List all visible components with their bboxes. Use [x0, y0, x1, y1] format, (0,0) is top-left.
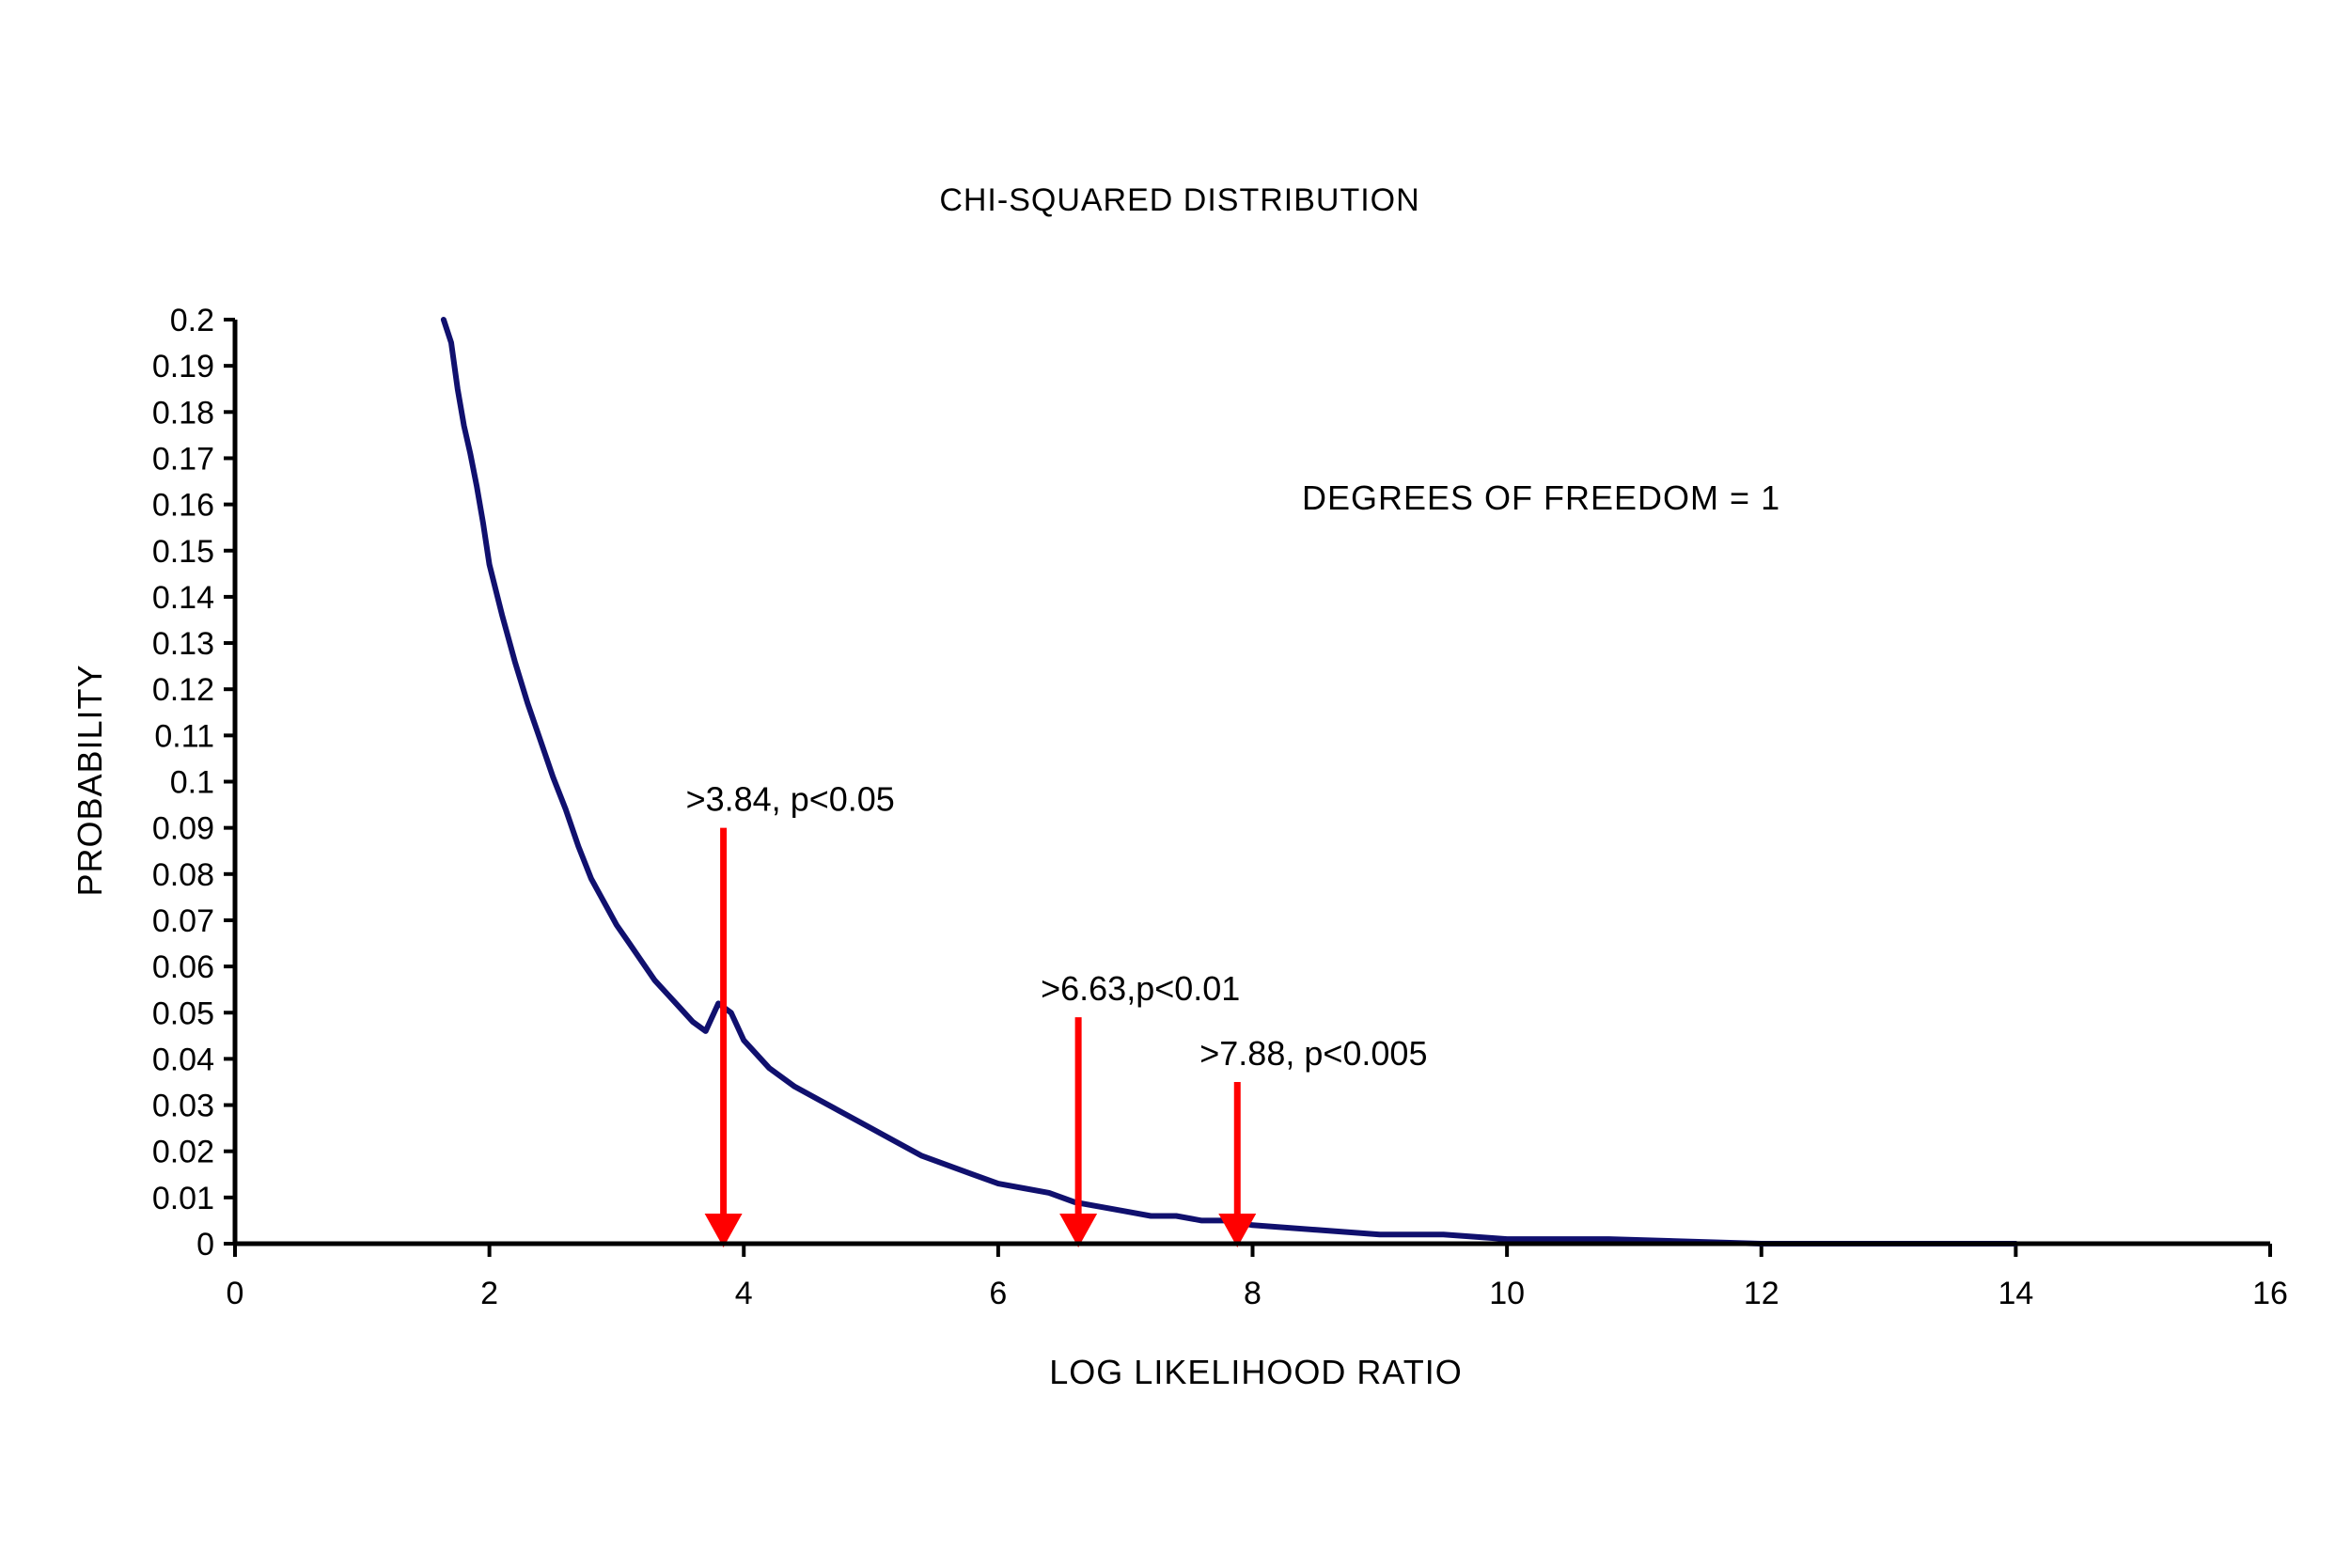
series-line — [440, 317, 2019, 1247]
chart-title: CHI-SQUARED DISTRIBUTION — [939, 182, 1419, 218]
x-tick-label: 10 — [1489, 1276, 1525, 1311]
series-layer — [440, 317, 2019, 1247]
annotation-arrow-head — [704, 1214, 743, 1247]
y-tick-label: 0.18 — [152, 395, 214, 431]
x-tick-label: 2 — [480, 1276, 498, 1311]
y-axis-label: PROBABILITY — [71, 664, 109, 896]
y-tick-label: 0.19 — [152, 349, 214, 384]
y-tick-label: 0.01 — [152, 1181, 214, 1216]
y-tick-label: 0.1 — [170, 765, 214, 801]
x-tick-label: 12 — [1744, 1276, 1779, 1311]
y-axis-ticks: 0 0.01 0.02 0.03 0.04 0.05 0.06 0.07 0.08 0.09 0.1… — [152, 303, 235, 1262]
x-axis-label: LOG LIKELIHOOD RATIO — [1049, 1353, 1462, 1391]
annotation-label: >7.88, p<0.005 — [1199, 1034, 1427, 1073]
y-tick-label: 0.08 — [152, 857, 214, 893]
x-tick-label: 0 — [227, 1276, 244, 1311]
y-tick-label: 0.02 — [152, 1135, 214, 1170]
y-tick-label: 0.16 — [152, 488, 214, 524]
y-tick-label: 0.06 — [152, 949, 214, 985]
degrees-of-freedom-note: DEGREES OF FREEDOM = 1 — [1302, 478, 1780, 517]
annotation-arrow-head — [1059, 1214, 1098, 1247]
y-tick-label: 0.05 — [152, 996, 214, 1031]
y-tick-label: 0.14 — [152, 580, 214, 616]
annotation-label: >3.84, p<0.05 — [686, 780, 895, 819]
y-tick-label: 0.15 — [152, 534, 214, 570]
y-tick-label: 0.13 — [152, 626, 214, 662]
annotation-layer: >3.84, p<0.05 >6.63,p<0.01 >7.88, p<0.005 — [686, 780, 1427, 1247]
x-tick-label: 4 — [735, 1276, 753, 1311]
y-tick-label: 0.11 — [154, 718, 214, 754]
y-tick-label: 0.12 — [152, 672, 214, 708]
y-tick-label: 0 — [196, 1227, 214, 1262]
y-tick-label: 0.17 — [152, 441, 214, 477]
y-tick-label: 0.03 — [152, 1089, 214, 1124]
y-tick-label: 0.2 — [170, 303, 214, 338]
y-tick-label: 0.07 — [152, 903, 214, 939]
x-tick-label: 8 — [1244, 1276, 1262, 1311]
y-tick-label: 0.04 — [152, 1042, 214, 1077]
y-tick-label: 0.09 — [152, 811, 214, 847]
x-tick-label: 16 — [2252, 1276, 2288, 1311]
x-axis-ticks: 0 2 4 6 8 10 12 14 16 — [227, 1244, 2288, 1311]
x-tick-label: 6 — [989, 1276, 1007, 1311]
annotation-arrow-head — [1218, 1214, 1257, 1247]
annotation-label: >6.63,p<0.01 — [1041, 969, 1240, 1008]
x-tick-label: 14 — [1998, 1276, 2033, 1311]
